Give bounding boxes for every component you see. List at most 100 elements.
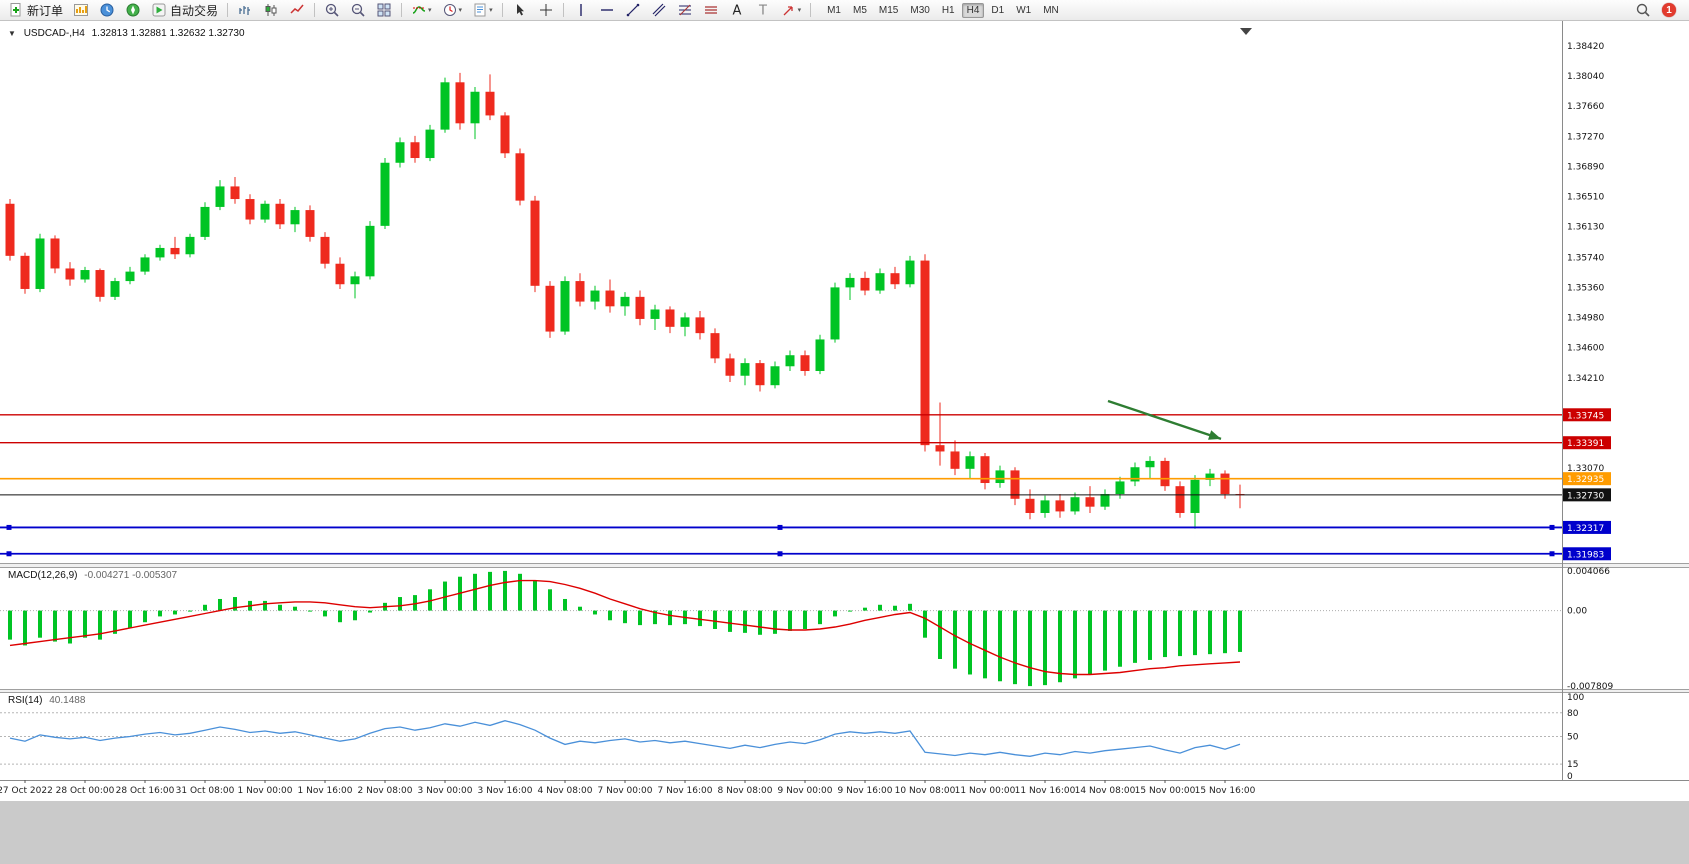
indicators-button[interactable]: ▾: [407, 0, 436, 20]
crosshair-button[interactable]: [534, 0, 558, 20]
candle-body: [920, 260, 930, 446]
chart-shift-marker[interactable]: [1240, 28, 1252, 35]
macd-histogram-bar: [428, 589, 432, 611]
toolbar-separator: [314, 3, 316, 17]
candle-body: [1205, 473, 1215, 480]
chevron-down-icon: ▾: [458, 7, 463, 14]
cursor-button[interactable]: [508, 0, 532, 20]
trendline-button[interactable]: [621, 0, 645, 20]
candle-body: [1010, 470, 1020, 499]
time-tick-label: 31 Oct 08:00: [176, 786, 235, 796]
time-tick-label: 7 Nov 00:00: [598, 786, 653, 796]
price-badge-label: 1.32935: [1567, 475, 1604, 485]
hline-handle[interactable]: [777, 524, 783, 530]
candle-body: [680, 317, 690, 327]
arrow-annotation[interactable]: [1107, 399, 1222, 440]
arrow-head: [1208, 430, 1221, 440]
time-tick-label: 3 Nov 00:00: [418, 786, 473, 796]
charts-button[interactable]: [69, 0, 93, 20]
toolbar-items: 新订单 自动交易 ▾ ▾ ▾ A T ▾: [3, 0, 815, 20]
time-tick-label: 7 Nov 16:00: [658, 786, 713, 796]
chart-ohlc-values: 1.32813 1.32881 1.32632 1.32730: [91, 28, 245, 39]
auto-trading-button[interactable]: 自动交易: [147, 0, 222, 20]
search-button[interactable]: [1631, 0, 1655, 20]
text-label-button[interactable]: T: [751, 0, 775, 20]
chart-line-button[interactable]: [285, 0, 309, 20]
macd-histogram-bar: [908, 603, 912, 611]
price-tick-label: 1.33070: [1567, 464, 1604, 474]
macd-histogram-bar: [998, 610, 1002, 682]
macd-histogram-bar: [953, 610, 957, 669]
macd-histogram-bar: [593, 610, 597, 615]
hline-handle[interactable]: [6, 551, 12, 557]
candle-body: [455, 82, 465, 124]
candle-body: [800, 355, 810, 372]
chart-canvas[interactable]: 1.33745 1.33391 1.32935 1.32730 1.32317 1.319…: [0, 21, 1689, 801]
vertical-line-button[interactable]: [569, 0, 593, 20]
candle-body: [335, 263, 345, 285]
candle-body: [290, 210, 300, 225]
workspace-background: [0, 801, 1689, 864]
price-scale[interactable]: 1.38420 1.38040 1.37660 1.37270 1.36890 1.365…: [1567, 42, 1613, 782]
candle-body: [320, 236, 330, 264]
price-tick-label: 1.36890: [1567, 163, 1604, 173]
macd-histogram-bar: [8, 610, 12, 640]
horizontal-line-button[interactable]: [595, 0, 619, 20]
hline-handle[interactable]: [777, 551, 783, 557]
price-tick-label: 1.36510: [1567, 193, 1604, 203]
one-click-trading-expander-icon[interactable]: ▼: [8, 29, 16, 38]
hline-handle[interactable]: [6, 524, 12, 530]
tile-windows-button[interactable]: [372, 0, 396, 20]
new-order-button[interactable]: 新订单: [4, 0, 67, 20]
zoom-out-button[interactable]: [346, 0, 370, 20]
channel-button[interactable]: [647, 0, 671, 20]
market-watch-button[interactable]: [95, 0, 119, 20]
time-axis[interactable]: 27 Oct 2022 28 Oct 00:00 28 Oct 16:00 31 Oc…: [0, 780, 1256, 796]
macd-histogram-bar: [368, 610, 372, 613]
timeframe-m30-button[interactable]: M30: [910, 4, 930, 16]
templates-button[interactable]: ▾: [468, 0, 497, 20]
arrows-button[interactable]: ▾: [777, 0, 806, 20]
candle-body: [125, 271, 135, 282]
timeframe-mn-button[interactable]: MN: [1043, 4, 1059, 16]
periods-icon: [442, 2, 458, 18]
periods-button[interactable]: ▾: [438, 0, 467, 20]
notification-badge[interactable]: 1: [1662, 3, 1676, 17]
price-tick-label: 1.34600: [1567, 343, 1604, 353]
chart-bars-button[interactable]: [233, 0, 257, 20]
timeframe-m1-button[interactable]: M1: [827, 4, 841, 16]
navigator-button[interactable]: [121, 0, 145, 20]
chart-window-icon: [73, 2, 89, 18]
timeframe-m5-button[interactable]: M5: [853, 4, 867, 16]
rsi-label: RSI(14): [8, 695, 43, 706]
timeframe-w1-button[interactable]: W1: [1016, 4, 1032, 16]
macd-histogram-bar: [23, 610, 27, 646]
time-tick-label: 27 Oct 2022: [0, 786, 53, 796]
timeframe-h4-button[interactable]: H4: [961, 2, 985, 18]
timeframe-h1-button[interactable]: H1: [941, 4, 955, 16]
chart-candles-button[interactable]: [259, 0, 283, 20]
candle-body: [770, 366, 780, 386]
time-tick-label: 1 Nov 00:00: [238, 786, 293, 796]
rsi-tick-label: 50: [1567, 733, 1579, 743]
price-tick-label: 1.35740: [1567, 253, 1604, 263]
fibonacci-button[interactable]: [673, 0, 697, 20]
pane-splitter[interactable]: [0, 563, 1689, 568]
macd-histogram-bar: [728, 610, 732, 632]
text-button[interactable]: A: [725, 0, 749, 20]
hline-handle[interactable]: [1549, 551, 1555, 557]
candle-body: [1025, 498, 1035, 513]
macd-histogram-bar: [353, 610, 357, 621]
zoom-in-button[interactable]: [320, 0, 344, 20]
candle-body: [95, 270, 105, 297]
hline-handle[interactable]: [1549, 524, 1555, 530]
new-order-icon: [8, 2, 24, 18]
time-tick-label: 2 Nov 08:00: [358, 786, 413, 796]
candle-body: [935, 445, 945, 452]
timeframe-d1-button[interactable]: D1: [991, 4, 1005, 16]
macd-histogram-bar: [803, 610, 807, 629]
timeframe-m15-button[interactable]: M15: [878, 4, 899, 16]
pane-splitter[interactable]: [0, 689, 1689, 693]
shapes-button[interactable]: [699, 0, 723, 20]
price-badge: [1563, 472, 1611, 486]
